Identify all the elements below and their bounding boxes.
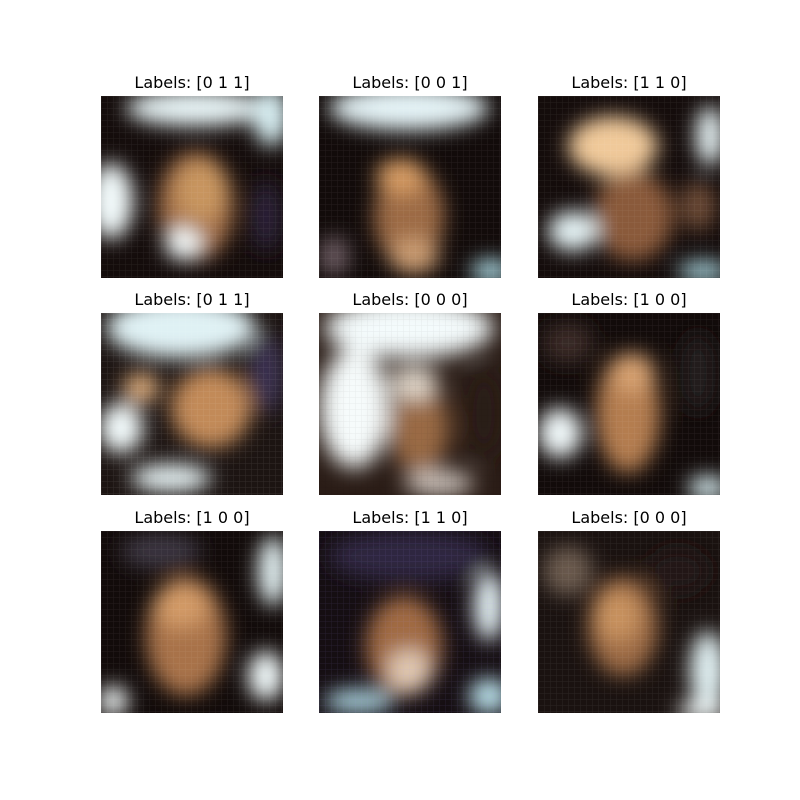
generated-face-image-5 [319, 313, 501, 495]
face-picture-3 [538, 96, 720, 278]
generated-face-image-8 [319, 531, 501, 713]
sample-label-6: Labels: [1 0 0] [571, 290, 687, 309]
generated-face-image-7 [101, 531, 283, 713]
generated-face-image-9 [538, 531, 720, 713]
generated-face-image-2 [319, 96, 501, 278]
generated-face-image-6 [538, 313, 720, 495]
face-picture-2 [319, 96, 501, 278]
sample-label-9: Labels: [0 0 0] [571, 508, 687, 527]
sample-label-3: Labels: [1 1 0] [571, 73, 687, 92]
generated-face-image-4 [101, 313, 283, 495]
sample-label-8: Labels: [1 1 0] [352, 508, 468, 527]
generated-face-image-3 [538, 96, 720, 278]
face-picture-7 [101, 531, 283, 713]
sample-label-5: Labels: [0 0 0] [352, 290, 468, 309]
sample-label-1: Labels: [0 1 1] [134, 73, 250, 92]
face-picture-9 [538, 531, 720, 713]
face-picture-6 [538, 313, 720, 495]
face-picture-1 [101, 96, 283, 278]
face-picture-5 [319, 313, 501, 495]
generated-face-image-1 [101, 96, 283, 278]
sample-label-2: Labels: [0 0 1] [352, 73, 468, 92]
sample-label-7: Labels: [1 0 0] [134, 508, 250, 527]
face-picture-8 [319, 531, 501, 713]
sample-label-4: Labels: [0 1 1] [134, 290, 250, 309]
face-picture-4 [101, 313, 283, 495]
